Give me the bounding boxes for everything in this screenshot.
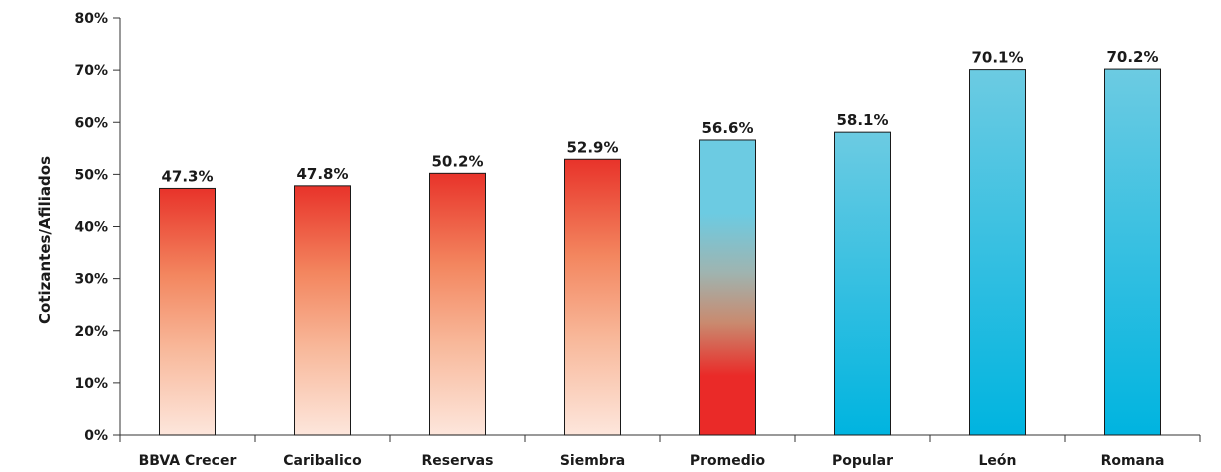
x-category-label: Caribalico (283, 453, 362, 469)
bar-value-label: 47.3% (161, 167, 213, 185)
y-tick-label: 30% (74, 272, 108, 288)
bar (159, 187, 216, 436)
y-axis: 0% 10% 20% 30% 40% 50% 60% 70% 80% (74, 11, 121, 444)
x-category-label: Promedio (690, 453, 766, 469)
y-tick-label: 70% (74, 63, 108, 79)
bar-value-label: 47.8% (296, 165, 348, 183)
x-category-label: Romana (1101, 453, 1165, 469)
bars (159, 68, 1161, 436)
bar-value-label: 70.1% (971, 49, 1023, 67)
y-tick-label: 40% (74, 220, 108, 236)
x-category-label: Popular (832, 453, 893, 469)
bar-value-label: 58.1% (836, 111, 888, 129)
bar-value-label: 70.2% (1106, 48, 1158, 66)
x-category-label: Siembra (560, 453, 625, 469)
x-axis: BBVA Crecer Caribalico Reservas Siembra Prom… (119, 434, 1201, 469)
bar-value-label: 52.9% (566, 138, 618, 156)
bar-value-label: 56.6% (701, 119, 753, 137)
y-tick-label: 10% (74, 376, 108, 392)
y-tick-label: 20% (74, 324, 108, 340)
bar (564, 158, 621, 436)
data-labels: 47.3% 47.8% 50.2% 52.9% 56.6% 58.1% 70.1% 70.2% (161, 48, 1158, 185)
y-tick-label: 50% (74, 167, 108, 183)
bar (699, 139, 756, 436)
x-category-label: Reservas (422, 453, 494, 469)
y-tick-label: 0% (84, 428, 108, 444)
bar (429, 172, 486, 436)
x-category-label: León (978, 453, 1016, 469)
bar (294, 185, 351, 436)
bar (834, 131, 891, 436)
y-axis-title: Cotizantes/Afiliados (36, 156, 54, 324)
bar-value-label: 50.2% (431, 152, 483, 170)
bar (969, 69, 1026, 436)
x-category-label: BBVA Crecer (139, 453, 237, 469)
y-tick-label: 60% (74, 115, 108, 131)
bar (1104, 68, 1161, 436)
y-tick-label: 80% (74, 11, 108, 27)
